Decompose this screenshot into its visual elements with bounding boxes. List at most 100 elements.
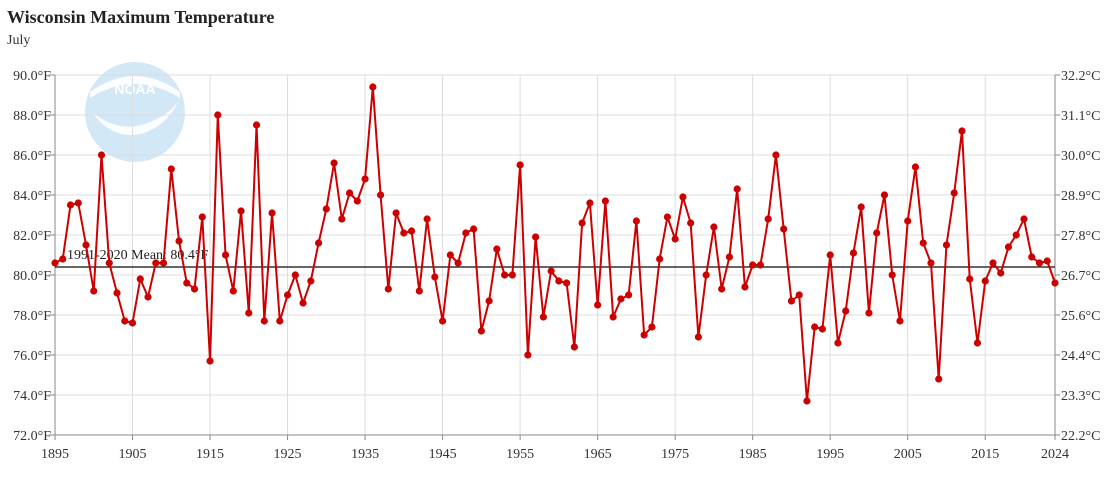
data-point-1905[interactable] <box>128 319 137 327</box>
data-point-1976[interactable] <box>679 193 687 201</box>
data-point-2005[interactable] <box>904 217 912 225</box>
data-point-1965[interactable] <box>594 301 602 309</box>
data-point-1915[interactable] <box>206 357 214 365</box>
data-point-1945[interactable] <box>438 317 447 325</box>
data-point-1947[interactable] <box>454 259 462 267</box>
data-point-1995[interactable] <box>826 251 834 259</box>
data-point-2009[interactable] <box>935 375 943 383</box>
data-point-1991[interactable] <box>795 291 803 299</box>
data-point-1956[interactable] <box>524 351 532 359</box>
data-point-1916[interactable] <box>214 111 222 119</box>
data-point-1962[interactable] <box>570 343 578 351</box>
data-point-1932[interactable] <box>338 215 346 223</box>
data-point-1993[interactable] <box>811 323 819 331</box>
data-point-2011[interactable] <box>950 189 958 197</box>
data-point-1987[interactable] <box>764 215 772 223</box>
data-point-1934[interactable] <box>353 197 361 205</box>
data-point-1927[interactable] <box>299 299 307 307</box>
data-point-1909[interactable] <box>159 259 168 267</box>
data-point-1914[interactable] <box>198 213 206 221</box>
data-point-1935[interactable] <box>361 175 369 183</box>
data-point-1973[interactable] <box>656 255 664 263</box>
data-point-2016[interactable] <box>989 259 997 267</box>
data-point-1967[interactable] <box>609 313 617 321</box>
data-point-1896[interactable] <box>59 255 67 263</box>
data-point-1907[interactable] <box>144 293 152 301</box>
data-point-1933[interactable] <box>345 189 354 197</box>
data-point-2000[interactable] <box>865 309 873 317</box>
data-point-2001[interactable] <box>873 229 881 237</box>
data-point-2018[interactable] <box>1004 243 1013 251</box>
data-point-1994[interactable] <box>818 325 827 333</box>
data-point-2023[interactable] <box>1043 257 1051 265</box>
data-point-1996[interactable] <box>834 339 842 347</box>
data-point-1977[interactable] <box>687 219 695 227</box>
data-point-1908[interactable] <box>152 259 160 267</box>
data-point-1966[interactable] <box>601 197 609 205</box>
data-point-1926[interactable] <box>291 271 299 279</box>
data-point-1957[interactable] <box>532 233 540 241</box>
data-point-1917[interactable] <box>221 251 230 259</box>
data-point-1922[interactable] <box>260 317 268 325</box>
data-point-1898[interactable] <box>74 199 82 207</box>
data-point-1970[interactable] <box>632 217 640 225</box>
data-point-1912[interactable] <box>183 279 191 287</box>
data-point-2015[interactable] <box>981 277 989 285</box>
data-point-2013[interactable] <box>966 275 974 283</box>
data-point-2008[interactable] <box>927 259 935 267</box>
data-point-1998[interactable] <box>849 249 858 257</box>
data-point-1920[interactable] <box>245 309 253 317</box>
data-point-1981[interactable] <box>718 285 726 293</box>
data-point-1975[interactable] <box>671 235 679 243</box>
data-point-1971[interactable] <box>640 331 648 339</box>
data-point-1988[interactable] <box>772 151 780 159</box>
data-point-1980[interactable] <box>710 223 718 231</box>
data-point-1968[interactable] <box>617 295 625 303</box>
data-point-2020[interactable] <box>1020 215 1028 223</box>
data-point-1952[interactable] <box>493 245 501 253</box>
data-point-2021[interactable] <box>1028 253 1036 261</box>
data-point-1990[interactable] <box>787 297 796 305</box>
data-point-1974[interactable] <box>663 213 672 221</box>
data-point-1969[interactable] <box>625 291 633 299</box>
data-point-1937[interactable] <box>376 191 385 199</box>
data-point-2004[interactable] <box>896 317 904 325</box>
data-point-1950[interactable] <box>477 327 485 335</box>
data-point-1924[interactable] <box>276 317 284 325</box>
data-point-1941[interactable] <box>407 227 416 235</box>
data-point-1942[interactable] <box>415 287 423 295</box>
data-point-2012[interactable] <box>958 127 966 135</box>
data-point-1954[interactable] <box>508 271 516 279</box>
data-point-1949[interactable] <box>470 225 478 233</box>
data-point-2022[interactable] <box>1035 259 1044 267</box>
data-point-2003[interactable] <box>888 271 896 279</box>
data-point-1979[interactable] <box>702 271 710 279</box>
data-point-1983[interactable] <box>733 185 741 193</box>
data-point-1964[interactable] <box>586 199 594 207</box>
data-point-1951[interactable] <box>485 297 493 305</box>
data-point-1978[interactable] <box>694 333 703 341</box>
data-point-1939[interactable] <box>392 209 400 217</box>
data-point-1911[interactable] <box>175 237 183 245</box>
data-point-1929[interactable] <box>314 239 323 247</box>
data-point-1953[interactable] <box>501 271 509 279</box>
data-point-1921[interactable] <box>252 121 261 129</box>
data-point-1902[interactable] <box>105 259 113 267</box>
data-point-1997[interactable] <box>842 307 850 315</box>
data-point-1904[interactable] <box>121 317 129 325</box>
data-point-1928[interactable] <box>307 277 315 285</box>
data-point-2007[interactable] <box>919 239 927 247</box>
data-point-1986[interactable] <box>756 261 765 269</box>
data-point-1936[interactable] <box>369 83 377 91</box>
data-point-1899[interactable] <box>82 241 90 249</box>
data-point-1943[interactable] <box>423 215 431 223</box>
data-point-1906[interactable] <box>136 275 144 283</box>
data-point-2010[interactable] <box>942 241 951 249</box>
data-point-1938[interactable] <box>384 285 392 293</box>
data-point-1948[interactable] <box>462 229 470 237</box>
data-point-1903[interactable] <box>113 289 121 297</box>
data-point-1931[interactable] <box>330 159 338 167</box>
data-point-1960[interactable] <box>555 277 563 285</box>
data-point-2002[interactable] <box>880 191 889 199</box>
data-point-1999[interactable] <box>857 203 865 211</box>
